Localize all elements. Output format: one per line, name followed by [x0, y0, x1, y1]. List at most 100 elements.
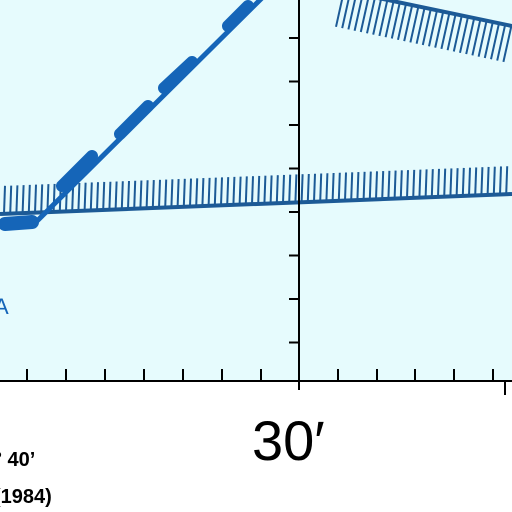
boundary-hatch-tick: [359, 0, 369, 33]
boundary-hatch-tick: [443, 168, 447, 197]
boundary-hatch-tick: [83, 182, 87, 211]
boundary-hatch-tick: [40, 184, 44, 213]
boundary-hatch-tick: [313, 173, 316, 202]
boundary-hatch-tick: [434, 11, 445, 48]
boundary-hatch-tick: [15, 185, 19, 214]
boundary-hatch-tick: [344, 172, 347, 201]
boundary-hatch-tick: [232, 176, 236, 205]
boundary-hatch-tick: [337, 172, 341, 201]
boundary-hatch-tick: [428, 10, 438, 47]
boundary-hatch-tick: [477, 20, 488, 57]
route-segment: [0, 215, 39, 231]
boundary-hatch-tick: [353, 0, 363, 31]
boundary-hatch-tick: [108, 181, 112, 210]
boundary-hatch-tick: [127, 180, 130, 210]
boundary-hatch-tick: [440, 12, 451, 50]
boundary-hatch-tick: [331, 172, 335, 202]
boundary-hatch-tick: [319, 173, 323, 202]
boundary-hatch-tick: [474, 167, 478, 196]
boundary-hatch-tick: [34, 184, 37, 213]
boundary-hatch-tick: [430, 169, 434, 198]
boundary-hatch-tick: [182, 178, 186, 207]
boundary-hatch-tick: [347, 0, 356, 30]
boundary-hatch-tick: [164, 179, 168, 208]
boundary-hatch-tick: [341, 0, 350, 29]
boundary-hatch-tick: [384, 1, 395, 38]
boundary-hatch-tick: [490, 23, 500, 60]
boundary-hatch-tick: [496, 24, 507, 61]
boundary-hatch-tick: [393, 170, 397, 199]
boundary-hatch-tick: [201, 178, 205, 207]
boundary-hatch-tick: [465, 17, 476, 55]
boundary-line: [378, 0, 512, 28]
boundary-hatch-tick: [362, 171, 366, 200]
boundary-hatch-tick: [189, 178, 192, 207]
boundary-hatch-tick: [282, 174, 285, 203]
boundary-hatch-tick: [220, 177, 223, 206]
boundary-hatch-tick: [356, 172, 360, 201]
boundary-hatch-tick: [397, 3, 407, 41]
boundary-hatch-tick: [114, 181, 118, 210]
boundary-hatch-tick: [257, 175, 261, 204]
route-segment: [222, 0, 254, 32]
route-segment: [56, 150, 98, 192]
boundary-hatch-tick: [21, 185, 25, 214]
boundary-hatch-tick: [390, 2, 401, 39]
boundary-hatch-tick: [244, 176, 248, 205]
boundary-hatch-tick: [139, 180, 143, 209]
boundary-hatch-tick: [133, 180, 137, 209]
graticule-ticks: [26, 37, 506, 395]
boundary-hatch-tick: [288, 174, 292, 203]
boundary-hatch-tick: [195, 178, 199, 207]
boundary-hatch-tick: [238, 176, 242, 205]
route-line: [0, 0, 264, 231]
boundary-hatch-tick: [120, 181, 124, 210]
boundary-hatch-tick: [102, 181, 106, 211]
boundary-hatch-tick: [409, 6, 420, 43]
boundary-hatch-tick: [158, 179, 161, 208]
boundary-hatch-tick: [502, 25, 512, 63]
boundary-hatch-tick: [399, 170, 403, 199]
boundary-hatch-tick: [452, 15, 463, 52]
margin-note-line-2: (1984): [0, 486, 52, 508]
boundary-hatch-tick: [145, 180, 149, 209]
boundary-hatch-tick: [213, 177, 217, 206]
boundary-hatch-tick: [263, 175, 267, 204]
boundary-hatch-tick: [449, 168, 453, 197]
boundary-hatch-tick: [505, 166, 509, 195]
boundary-hatch-tick: [300, 174, 304, 203]
boundary-hatch-tick: [207, 177, 211, 206]
boundary-hatch-tick: [421, 8, 432, 46]
boundary-hatch-tick: [459, 16, 469, 54]
boundary-hatch-tick: [455, 168, 459, 197]
boundary-hatch-tick: [275, 175, 279, 204]
boundary-hatch-tick: [96, 182, 99, 211]
boundary-hatch-tick: [492, 166, 496, 195]
boundary-hatch-tick: [437, 168, 440, 197]
boundary-hatch-tick: [446, 13, 457, 51]
airspace-label: A: [0, 294, 9, 319]
boundary-hatch-tick: [151, 179, 155, 209]
boundary-hatch-tick: [415, 7, 426, 44]
boundary-hatch-tick: [350, 172, 354, 201]
boundary-hatch-tick: [412, 169, 416, 198]
boundary-hatch-tick: [306, 173, 310, 203]
boundary-hatch-tick: [3, 185, 6, 214]
boundary-hatch-tick: [9, 185, 13, 214]
boundary-hatch-tick: [499, 166, 502, 195]
boundary-hatch-tick: [325, 173, 329, 202]
boundary-hatch-tick: [366, 0, 376, 34]
boundary-hatch-tick: [176, 179, 180, 208]
boundary-hatch-tick: [468, 167, 471, 196]
margin-note-line-1: ° 40’: [0, 449, 35, 471]
boundary-hatch-tick: [480, 167, 484, 196]
boundary-hatch-tick: [403, 4, 414, 42]
boundary-hatch-tick: [375, 171, 378, 200]
boundary-hatch-tick: [251, 176, 254, 205]
boundary-hatch-tick: [486, 166, 490, 195]
route-segment: [158, 56, 198, 94]
boundary-hatched-line-upper: [335, 0, 512, 63]
boundary-hatch-tick: [483, 21, 494, 59]
boundary-hatch-tick: [27, 184, 31, 213]
